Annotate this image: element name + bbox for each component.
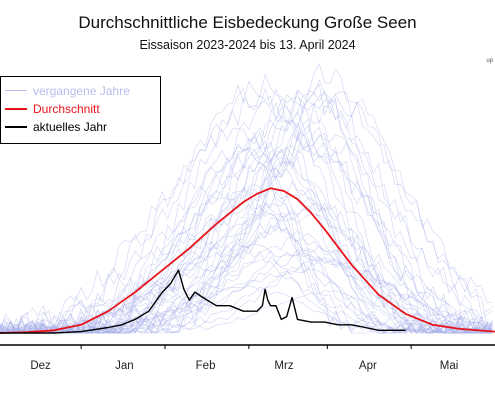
legend-label-average: Durchschnitt (33, 102, 100, 116)
legend-item-past: vergangene Jahre (1, 83, 161, 99)
past-year-line (0, 148, 493, 334)
past-year-line (0, 91, 493, 334)
past-year-line (0, 268, 493, 334)
past-year-line (0, 91, 493, 334)
average-line-group (0, 187, 495, 334)
month-label: Jan (115, 360, 134, 372)
month-label: Dez (30, 360, 51, 372)
legend-swatch-average (5, 108, 27, 110)
current-year-line-group (0, 269, 406, 334)
past-year-line (0, 248, 493, 334)
chart-subtitle: Eissaison 2023-2024 bis 13. April 2024 (139, 38, 356, 52)
month-label: Mai (440, 360, 459, 372)
average-line (0, 187, 495, 334)
past-year-line (0, 87, 493, 334)
past-year-line (0, 205, 493, 334)
legend: vergangene Jahre Durchschnitt aktuelles … (0, 76, 161, 144)
chart-title: Durchschnittliche Eisbedeckung Große See… (78, 13, 417, 32)
x-axis-ticks (80, 345, 412, 349)
month-label: Feb (196, 360, 216, 372)
legend-label-past: vergangene Jahre (33, 84, 130, 98)
past-year-line (0, 132, 493, 334)
past-year-line (0, 225, 493, 334)
x-axis-month-labels: Dez Jan Feb Mrz Apr Mai (30, 360, 458, 372)
month-label: Mrz (274, 360, 293, 372)
past-year-line (0, 83, 493, 334)
past-year-line (0, 73, 493, 335)
past-year-line (0, 128, 493, 334)
past-year-line (0, 79, 493, 334)
month-label: Apr (359, 360, 377, 372)
legend-label-current: aktuelles Jahr (33, 120, 108, 134)
past-years-lines (0, 63, 493, 335)
legend-swatch-past (5, 90, 27, 91)
legend-swatch-current (5, 126, 27, 128)
past-year-line (0, 98, 493, 334)
credit-text: up (486, 58, 493, 64)
current-year-line (0, 269, 406, 334)
legend-item-average: Durchschnitt (1, 101, 161, 117)
legend-item-current: aktuelles Jahr (1, 119, 161, 135)
